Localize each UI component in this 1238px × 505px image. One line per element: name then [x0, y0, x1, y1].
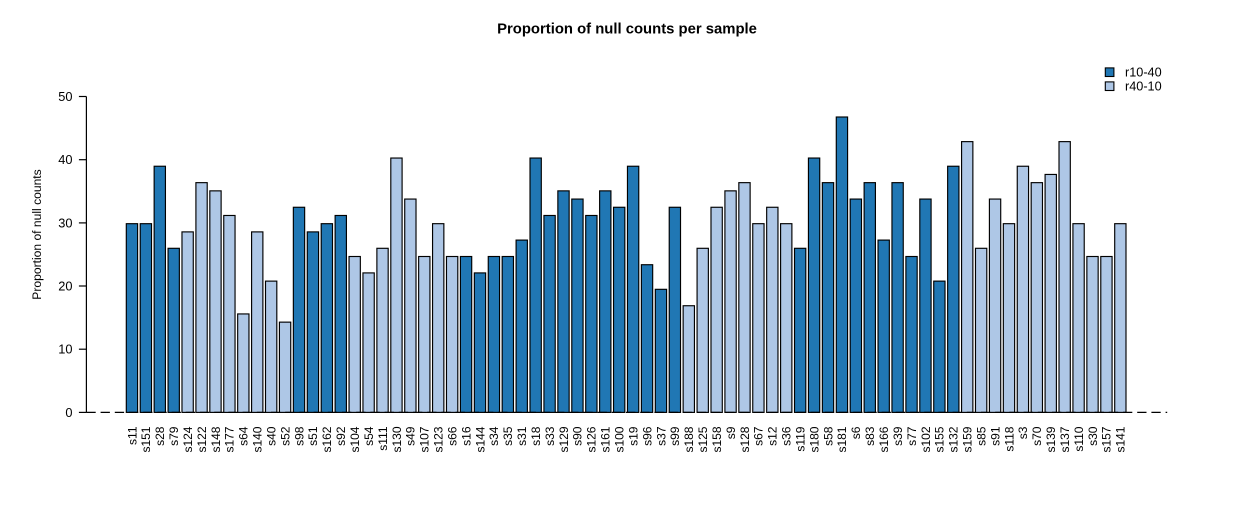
svg-text:s30: s30 — [1086, 426, 1100, 446]
svg-text:s122: s122 — [195, 426, 209, 452]
svg-text:s118: s118 — [1002, 426, 1016, 451]
svg-text:s51: s51 — [306, 426, 320, 446]
svg-text:s70: s70 — [1030, 426, 1044, 446]
svg-text:r40-10: r40-10 — [1125, 80, 1162, 94]
svg-text:s140: s140 — [251, 426, 265, 452]
svg-text:s177: s177 — [223, 426, 237, 452]
svg-text:s99: s99 — [668, 426, 682, 446]
svg-text:Proportion of null counts: Proportion of null counts — [30, 169, 44, 299]
svg-text:s104: s104 — [348, 426, 362, 452]
svg-text:s107: s107 — [418, 426, 432, 452]
svg-text:s124: s124 — [181, 426, 195, 452]
svg-text:s181: s181 — [835, 426, 849, 452]
svg-text:s96: s96 — [640, 426, 654, 446]
svg-text:40: 40 — [58, 152, 72, 167]
svg-text:s137: s137 — [1058, 426, 1072, 452]
svg-text:s159: s159 — [961, 426, 975, 452]
svg-text:s162: s162 — [320, 426, 334, 452]
svg-text:s119: s119 — [793, 426, 807, 451]
svg-text:20: 20 — [58, 279, 72, 294]
svg-text:s100: s100 — [612, 426, 626, 452]
svg-text:s35: s35 — [501, 426, 515, 446]
svg-text:r10-40: r10-40 — [1125, 66, 1162, 80]
svg-text:10: 10 — [58, 342, 72, 357]
svg-text:s37: s37 — [654, 426, 668, 446]
svg-text:s123: s123 — [432, 426, 446, 452]
svg-text:s36: s36 — [780, 426, 794, 446]
svg-text:s33: s33 — [543, 426, 557, 446]
svg-text:s130: s130 — [390, 426, 404, 452]
svg-text:s141: s141 — [1114, 426, 1128, 452]
svg-text:s11: s11 — [125, 426, 139, 445]
svg-text:s155: s155 — [933, 426, 947, 452]
svg-text:s66: s66 — [445, 426, 459, 446]
svg-text:s139: s139 — [1044, 426, 1058, 452]
svg-text:s6: s6 — [849, 426, 863, 439]
svg-text:s128: s128 — [738, 426, 752, 452]
svg-text:s125: s125 — [696, 426, 710, 452]
svg-text:s85: s85 — [974, 426, 988, 446]
svg-text:s54: s54 — [362, 426, 376, 446]
svg-text:s12: s12 — [766, 426, 780, 446]
svg-text:50: 50 — [58, 89, 72, 104]
svg-text:s148: s148 — [209, 426, 223, 452]
svg-text:s180: s180 — [807, 426, 821, 452]
svg-text:s157: s157 — [1100, 426, 1114, 452]
svg-text:s111: s111 — [376, 426, 390, 451]
svg-text:s83: s83 — [863, 426, 877, 446]
svg-text:s110: s110 — [1072, 426, 1086, 451]
svg-text:s31: s31 — [515, 426, 529, 446]
svg-text:s91: s91 — [988, 426, 1002, 446]
svg-text:s52: s52 — [278, 426, 292, 446]
svg-text:0: 0 — [65, 405, 72, 420]
svg-text:s102: s102 — [919, 426, 933, 452]
svg-text:s16: s16 — [459, 426, 473, 446]
svg-text:s18: s18 — [529, 426, 543, 446]
svg-text:s39: s39 — [891, 426, 905, 446]
svg-text:s34: s34 — [487, 426, 501, 446]
svg-text:s132: s132 — [947, 426, 961, 452]
svg-text:s67: s67 — [752, 426, 766, 446]
svg-text:s188: s188 — [682, 426, 696, 452]
svg-text:s40: s40 — [264, 426, 278, 446]
svg-text:s79: s79 — [167, 426, 181, 446]
svg-text:s3: s3 — [1016, 426, 1030, 439]
svg-text:s19: s19 — [626, 426, 640, 446]
svg-text:s126: s126 — [585, 426, 599, 452]
svg-text:s28: s28 — [153, 426, 167, 446]
svg-text:s58: s58 — [821, 426, 835, 446]
svg-text:s166: s166 — [877, 426, 891, 452]
svg-text:30: 30 — [58, 215, 72, 230]
svg-text:s129: s129 — [557, 426, 571, 452]
svg-text:s98: s98 — [292, 426, 306, 446]
svg-text:s9: s9 — [724, 426, 738, 439]
svg-text:s64: s64 — [237, 426, 251, 446]
svg-text:s49: s49 — [404, 426, 418, 446]
svg-text:s144: s144 — [473, 426, 487, 452]
svg-text:s77: s77 — [905, 426, 919, 446]
svg-text:s161: s161 — [599, 426, 613, 452]
svg-text:Proportion of null counts per: Proportion of null counts per sample — [497, 22, 757, 38]
svg-text:s151: s151 — [139, 426, 153, 452]
svg-text:s158: s158 — [710, 426, 724, 452]
svg-text:s92: s92 — [334, 426, 348, 446]
svg-text:s90: s90 — [571, 426, 585, 446]
